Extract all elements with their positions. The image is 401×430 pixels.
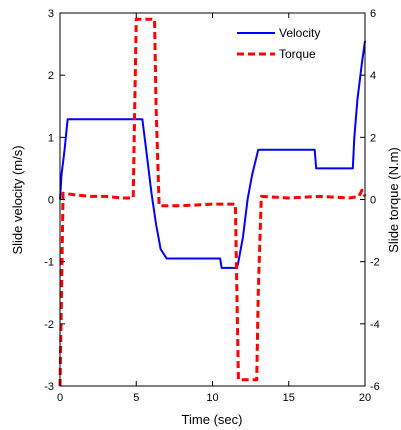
legend: Velocity Torque xyxy=(237,26,320,61)
y-tick-label: 0 xyxy=(48,195,54,207)
y2-tick-label: 0 xyxy=(370,195,376,207)
series-layer xyxy=(58,17,367,387)
x-axis-title: Time (sec) xyxy=(182,412,243,427)
tick-layer: 0 5 10 15 20 -3 -2 -1 0 1 2 3 -6 -4 -2 0 2 4 6 xyxy=(44,8,380,404)
y2-tick-label: 2 xyxy=(370,132,376,144)
y-tick-label: -2 xyxy=(44,319,54,331)
series-line-torque xyxy=(58,17,367,387)
y-tick-label: -1 xyxy=(44,257,54,269)
y-tick-label: -3 xyxy=(44,381,54,393)
legend-velocity-label: Velocity xyxy=(279,26,320,40)
x-tick-label: 0 xyxy=(57,392,63,404)
x-tick-label: 20 xyxy=(359,392,371,404)
y-tick-label: 3 xyxy=(48,8,54,20)
y2-tick-label: 4 xyxy=(370,70,376,82)
series-line-velocity xyxy=(59,40,366,269)
x-tick-label: 10 xyxy=(206,392,218,404)
x-tick-label: 15 xyxy=(283,392,295,404)
y2-axis-title: Slide torque (N.m) xyxy=(386,147,401,252)
y-tick-label: 2 xyxy=(48,70,54,82)
y2-tick-label: -4 xyxy=(370,319,380,331)
legend-torque-label: Torque xyxy=(279,47,316,61)
y2-tick-label: -6 xyxy=(370,381,380,393)
y-axis-title: Slide velocity (m/s) xyxy=(10,145,25,254)
y2-tick-label: -2 xyxy=(370,257,380,269)
x-tick-label: 5 xyxy=(133,392,139,404)
y-tick-label: 1 xyxy=(48,132,54,144)
y2-tick-label: 6 xyxy=(370,8,376,20)
plot-background xyxy=(60,13,365,386)
